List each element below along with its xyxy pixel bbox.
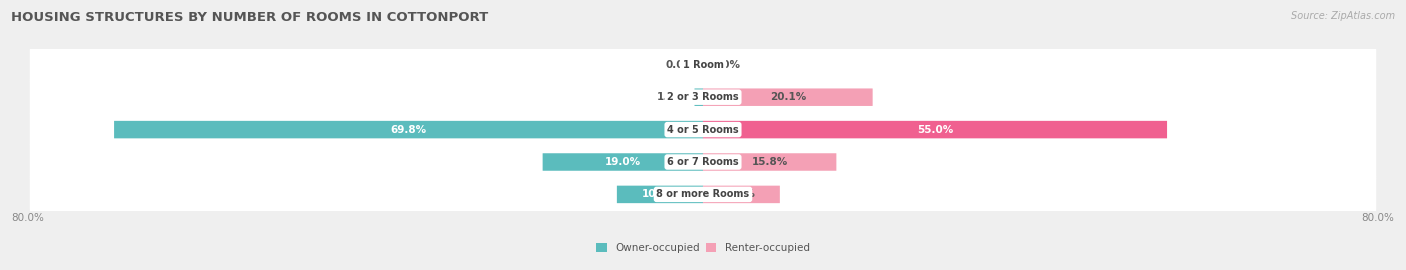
FancyBboxPatch shape — [703, 121, 1167, 138]
Text: 10.2%: 10.2% — [643, 189, 678, 200]
Text: 69.8%: 69.8% — [391, 124, 426, 135]
FancyBboxPatch shape — [703, 186, 780, 203]
Text: 55.0%: 55.0% — [917, 124, 953, 135]
Text: 0.0%: 0.0% — [665, 60, 695, 70]
FancyBboxPatch shape — [30, 170, 1376, 219]
Text: 2 or 3 Rooms: 2 or 3 Rooms — [668, 92, 738, 102]
FancyBboxPatch shape — [114, 121, 703, 138]
FancyBboxPatch shape — [703, 153, 837, 171]
FancyBboxPatch shape — [30, 73, 1376, 122]
Text: 9.1%: 9.1% — [727, 189, 756, 200]
FancyBboxPatch shape — [30, 40, 1376, 89]
Text: 19.0%: 19.0% — [605, 157, 641, 167]
FancyBboxPatch shape — [543, 153, 703, 171]
Legend: Owner-occupied, Renter-occupied: Owner-occupied, Renter-occupied — [592, 239, 814, 257]
Text: Source: ZipAtlas.com: Source: ZipAtlas.com — [1291, 11, 1395, 21]
Text: 0.0%: 0.0% — [711, 60, 741, 70]
Text: 4 or 5 Rooms: 4 or 5 Rooms — [668, 124, 738, 135]
FancyBboxPatch shape — [30, 137, 1376, 187]
Text: HOUSING STRUCTURES BY NUMBER OF ROOMS IN COTTONPORT: HOUSING STRUCTURES BY NUMBER OF ROOMS IN… — [11, 11, 488, 24]
Text: 1 Room: 1 Room — [682, 60, 724, 70]
Text: 8 or more Rooms: 8 or more Rooms — [657, 189, 749, 200]
Text: 20.1%: 20.1% — [769, 92, 806, 102]
FancyBboxPatch shape — [695, 89, 703, 106]
Text: 1.0%: 1.0% — [657, 92, 686, 102]
FancyBboxPatch shape — [30, 105, 1376, 154]
FancyBboxPatch shape — [703, 89, 873, 106]
FancyBboxPatch shape — [617, 186, 703, 203]
Text: 15.8%: 15.8% — [752, 157, 787, 167]
Text: 6 or 7 Rooms: 6 or 7 Rooms — [668, 157, 738, 167]
